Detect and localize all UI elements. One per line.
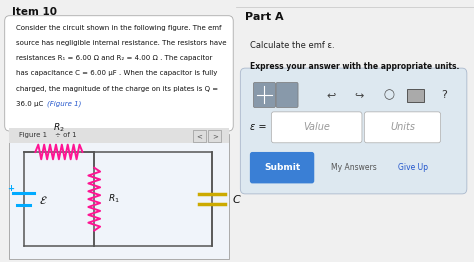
FancyBboxPatch shape (9, 134, 228, 259)
Text: ε =: ε = (250, 122, 266, 132)
Text: Calculate the emf ε.: Calculate the emf ε. (250, 41, 335, 50)
Bar (209, 130, 221, 142)
Text: My Answers: My Answers (331, 163, 377, 172)
Text: <: < (197, 133, 202, 139)
Text: $R_1$: $R_1$ (109, 193, 120, 205)
Text: 36.0 μC: 36.0 μC (17, 101, 44, 107)
Text: source has negligible internal resistance. The resistors have: source has negligible internal resistanc… (17, 40, 227, 46)
Text: Item 10: Item 10 (12, 7, 57, 17)
Text: ↩: ↩ (326, 90, 336, 100)
Text: Part A: Part A (245, 12, 284, 22)
Text: Submit: Submit (264, 163, 300, 172)
Text: Consider the circuit shown in the following figure. The emf: Consider the circuit shown in the follow… (17, 25, 222, 31)
Text: Express your answer with the appropriate units.: Express your answer with the appropriate… (250, 62, 459, 70)
Text: >: > (212, 133, 218, 139)
Text: Figure 1: Figure 1 (19, 132, 47, 138)
Bar (193, 130, 206, 142)
Bar (9, 128, 228, 143)
Text: ◯: ◯ (384, 90, 395, 100)
Text: Units: Units (390, 122, 415, 132)
Text: ?: ? (441, 90, 447, 100)
FancyBboxPatch shape (271, 112, 362, 143)
Text: ÷ of 1: ÷ of 1 (55, 132, 77, 138)
Text: +: + (7, 184, 14, 193)
FancyBboxPatch shape (276, 83, 298, 107)
FancyBboxPatch shape (5, 16, 233, 131)
Text: Give Up: Give Up (398, 163, 428, 172)
Text: Value: Value (303, 122, 330, 132)
Text: ↪: ↪ (355, 90, 364, 100)
Text: has capacitance C = 6.00 μF . When the capacitor is fully: has capacitance C = 6.00 μF . When the c… (17, 70, 218, 77)
FancyBboxPatch shape (254, 83, 275, 107)
Text: resistances R₁ = 6.00 Ω and R₂ = 4.00 Ω . The capacitor: resistances R₁ = 6.00 Ω and R₂ = 4.00 Ω … (17, 55, 213, 61)
FancyBboxPatch shape (240, 68, 467, 194)
FancyBboxPatch shape (365, 112, 441, 143)
FancyBboxPatch shape (250, 152, 314, 183)
Text: charged, the magnitude of the charge on its plates is Q =: charged, the magnitude of the charge on … (17, 86, 219, 92)
Text: $C$: $C$ (232, 193, 242, 205)
Text: $\mathcal{E}$: $\mathcal{E}$ (39, 194, 47, 206)
Bar (407, 89, 424, 102)
Text: (Figure 1): (Figure 1) (47, 101, 82, 107)
Text: $R_2$: $R_2$ (53, 121, 65, 134)
